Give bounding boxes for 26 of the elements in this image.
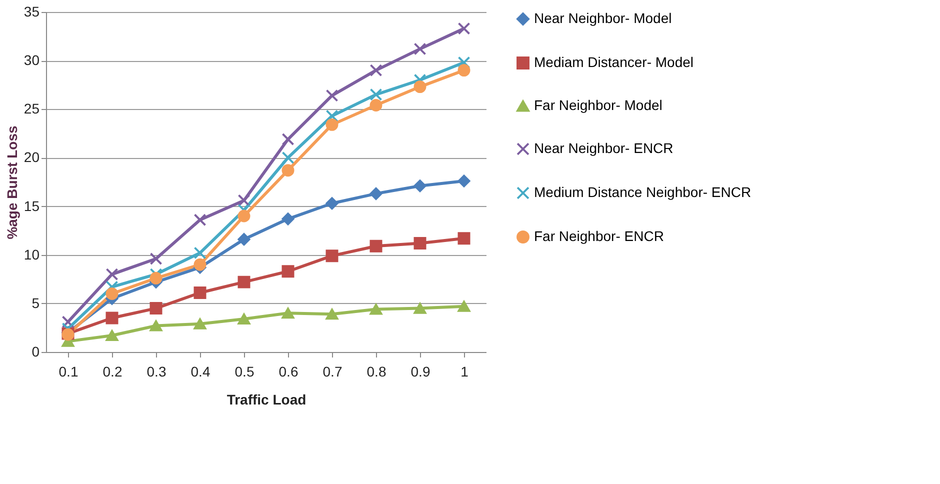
- legend-label: Near Neighbor- ENCR: [534, 140, 674, 156]
- x-tick-label: 0.2: [102, 364, 122, 380]
- legend-label: Far Neighbor- ENCR: [534, 228, 664, 244]
- x-tick-label: 0.4: [190, 364, 210, 380]
- y-axis-title: %age Burst Loss: [4, 125, 20, 240]
- y-tick-label: 25: [24, 100, 40, 117]
- legend-label: Mediam Distancer- Model: [534, 54, 694, 70]
- legend-label: Far Neighbor- Model: [534, 97, 662, 113]
- x-tick-label: 0.6: [278, 364, 298, 380]
- y-tick-label: 20: [24, 149, 40, 166]
- legend-label: Near Neighbor- Model: [534, 10, 672, 26]
- x-tick-label: 1: [460, 364, 469, 380]
- y-tick-label: 0: [32, 344, 40, 360]
- x-tick-label: 0.9: [410, 364, 430, 380]
- y-tick-label: 30: [24, 52, 40, 68]
- x-tick-label: 0.8: [366, 364, 386, 380]
- x-tick-label: 0.3: [146, 364, 166, 380]
- y-tick-label: 10: [24, 246, 40, 262]
- y-tick-label: 35: [24, 4, 40, 20]
- x-tick-label: 0.1: [58, 364, 78, 380]
- x-axis-title: Traffic Load: [226, 392, 306, 408]
- x-tick-label: 0.5: [234, 364, 254, 380]
- y-tick-label: 15: [24, 198, 40, 214]
- legend-label: Medium Distance Neighbor- ENCR: [534, 184, 752, 200]
- x-tick-label: 0.7: [322, 364, 342, 380]
- y-tick-label: 5: [32, 294, 40, 311]
